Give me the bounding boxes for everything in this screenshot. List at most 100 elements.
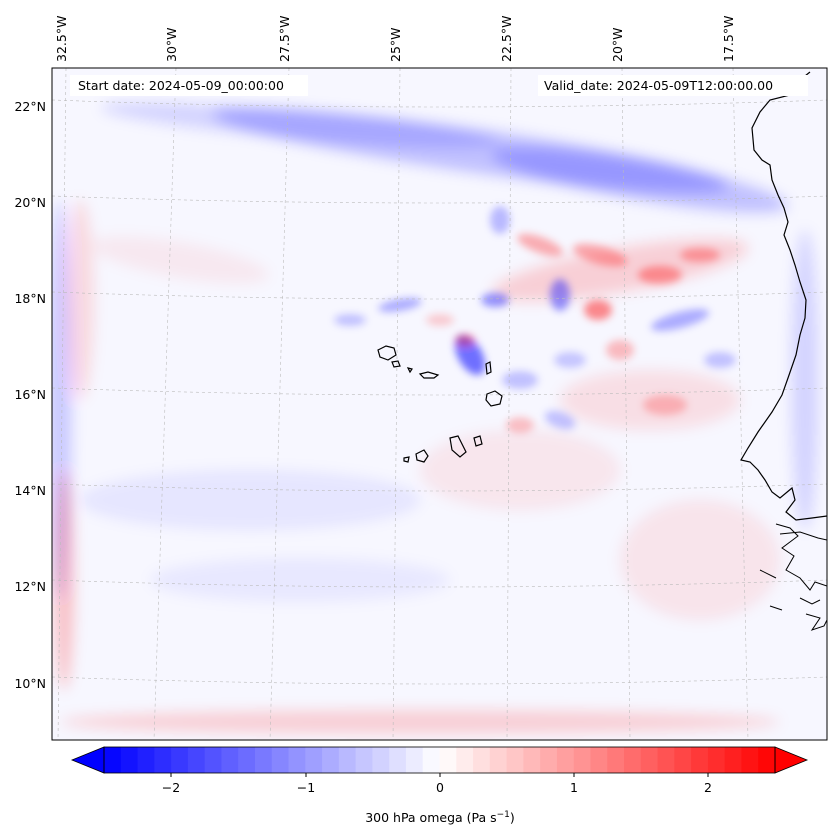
colorbar-ticks bbox=[170, 773, 709, 777]
ascent-region bbox=[80, 470, 420, 530]
island-santa-luzia bbox=[406, 367, 413, 374]
colorbar-segment bbox=[338, 747, 357, 773]
colorbar-segment bbox=[724, 747, 743, 773]
colorbar-segment bbox=[506, 747, 524, 773]
colorbar-segment bbox=[271, 747, 290, 773]
longitude-gridline bbox=[732, 68, 749, 740]
valid-date-label: Valid_date: 2024-05-09T12:00:00.00 bbox=[544, 78, 773, 93]
colorbar-segment bbox=[238, 747, 256, 773]
subsidence-region bbox=[66, 200, 94, 400]
island-santo-antao bbox=[377, 345, 397, 361]
subsidence-region bbox=[60, 710, 780, 734]
colorbar-segment bbox=[674, 747, 692, 773]
lon-label-32-5w: 32.5°W bbox=[54, 16, 69, 62]
colorbar-tick-neg2: −2 bbox=[162, 780, 180, 795]
colorbar-tick-2: 2 bbox=[704, 780, 712, 795]
colorbar-segment bbox=[590, 747, 608, 773]
colorbar-label: 300 hPa omega (Pa s−1) bbox=[365, 810, 515, 825]
ascent-region bbox=[650, 309, 710, 331]
colorbar-tick-neg1: −1 bbox=[297, 780, 315, 795]
island-fogo bbox=[415, 449, 429, 463]
latitude-gridline bbox=[52, 195, 827, 204]
island-brava bbox=[403, 456, 410, 463]
colorbar-segment bbox=[154, 747, 172, 773]
island-sao-nicolau bbox=[418, 371, 440, 379]
lon-label-27-5w: 27.5°W bbox=[277, 16, 292, 62]
start-date-box bbox=[70, 75, 308, 96]
colorbar-segment bbox=[624, 747, 642, 773]
colorbar-segment bbox=[573, 747, 592, 773]
subsidence-region bbox=[643, 395, 687, 415]
subsidence-region bbox=[54, 470, 74, 690]
colorbar-segment bbox=[473, 747, 491, 773]
graticule bbox=[52, 68, 827, 740]
africa-coastline-south bbox=[759, 523, 827, 631]
subsidence-region bbox=[455, 334, 475, 346]
colorbar-segment bbox=[640, 747, 659, 773]
ascent-region bbox=[791, 230, 819, 530]
colorbar-tick-1: 1 bbox=[570, 780, 578, 795]
lat-label-18n: 18°N bbox=[14, 291, 46, 306]
subsidence-region bbox=[606, 340, 634, 360]
colorbar-segment bbox=[758, 747, 776, 773]
ascent-region bbox=[544, 410, 576, 430]
ascent-region bbox=[334, 314, 366, 326]
colorbar-segment bbox=[523, 747, 541, 773]
longitude-gridline bbox=[506, 68, 512, 740]
colorbar-segment bbox=[607, 747, 625, 773]
colorbar-segment bbox=[288, 747, 306, 773]
island-santiago bbox=[449, 435, 467, 458]
island-boa-vista bbox=[485, 390, 503, 407]
latitude-gridline bbox=[52, 483, 827, 492]
ascent-region bbox=[481, 293, 509, 307]
lon-label-17-5w: 17.5°W bbox=[721, 16, 736, 62]
colorbar-segment bbox=[204, 747, 223, 773]
latitude-gridline bbox=[52, 676, 827, 685]
colorbar-segment bbox=[405, 747, 424, 773]
colorbar-segment bbox=[355, 747, 373, 773]
subsidence-region bbox=[572, 243, 628, 267]
colorbar-segment bbox=[187, 747, 206, 773]
ascent-region bbox=[704, 352, 736, 368]
colorbar-segment bbox=[322, 747, 340, 773]
colorbar-tick-0: 0 bbox=[436, 780, 444, 795]
ascent-region bbox=[554, 352, 586, 368]
longitude-gridline bbox=[392, 68, 401, 740]
subsidence-region bbox=[680, 248, 720, 262]
ascent-region bbox=[100, 102, 500, 148]
colorbar-segment bbox=[741, 747, 759, 773]
latitude-gridline bbox=[52, 99, 827, 108]
colorbar-segment bbox=[489, 747, 508, 773]
omega-field-detail bbox=[334, 206, 736, 433]
subsidence-region bbox=[517, 233, 563, 257]
colorbar-segment bbox=[657, 747, 675, 773]
latitude-gridline bbox=[52, 291, 827, 300]
colorbar-segment bbox=[254, 747, 273, 773]
colorbar-segment bbox=[439, 747, 457, 773]
island-sal bbox=[485, 361, 492, 375]
colorbar-segment bbox=[422, 747, 441, 773]
lat-label-20n: 20°N bbox=[14, 195, 46, 210]
start-date-label: Start date: 2024-05-09_00:00:00 bbox=[78, 78, 284, 93]
subsidence-region bbox=[91, 236, 269, 284]
lat-label-14n: 14°N bbox=[14, 483, 46, 498]
ascent-region bbox=[490, 206, 510, 234]
colorbar-segment bbox=[456, 747, 474, 773]
lon-label-22-5w: 22.5°W bbox=[499, 16, 514, 62]
colorbar-segment bbox=[120, 747, 139, 773]
longitude-labels: 32.5°W 30°W 27.5°W 25°W 22.5°W 20°W 17.5… bbox=[54, 16, 736, 62]
ascent-region bbox=[502, 371, 538, 389]
lat-label-16n: 16°N bbox=[14, 387, 46, 402]
colorbar-segment bbox=[389, 747, 407, 773]
latitude-gridline bbox=[52, 387, 827, 396]
subsidence-region bbox=[638, 266, 682, 284]
ascent-region bbox=[550, 279, 570, 311]
lat-label-22n: 22°N bbox=[14, 99, 46, 114]
colorbar-segment bbox=[305, 747, 323, 773]
colorbar-segment bbox=[707, 747, 726, 773]
map-frame bbox=[51, 67, 828, 741]
ascent-region bbox=[378, 297, 422, 313]
colorbar: −2 −1 0 1 2 300 hPa omega (Pa s−1) bbox=[70, 746, 809, 825]
longitude-gridline bbox=[269, 68, 290, 740]
colorbar-segment bbox=[556, 747, 575, 773]
